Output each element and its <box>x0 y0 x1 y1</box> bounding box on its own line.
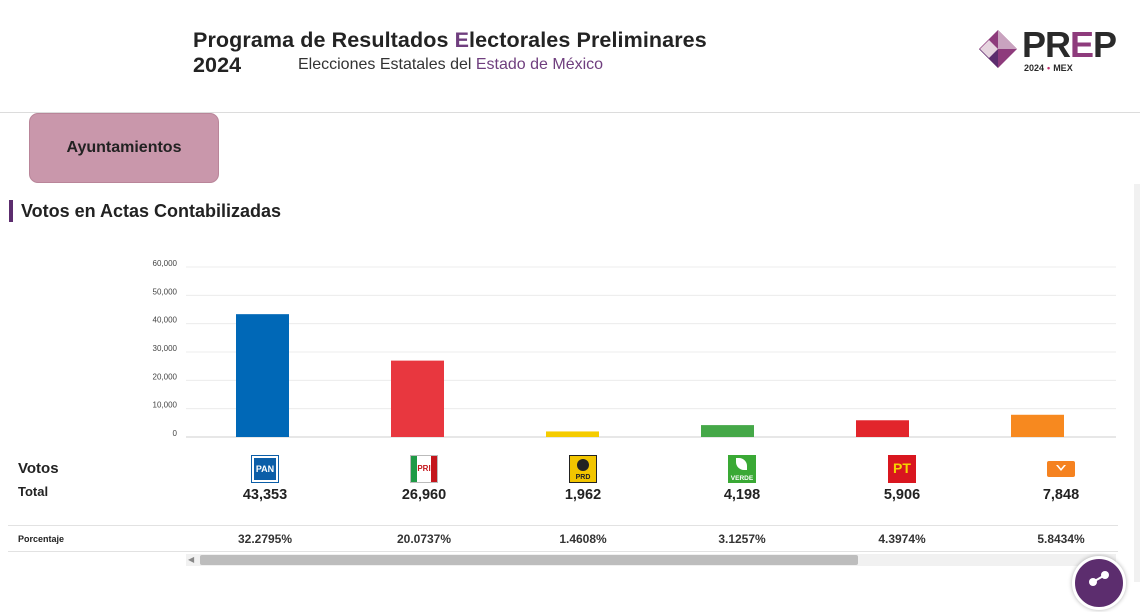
pt-votes: 5,906 <box>883 487 921 503</box>
party-column-prd: PRD 1,962 <box>523 455 643 503</box>
logo-word-part: PR <box>1022 24 1071 65</box>
pt-percent: 4.3974% <box>878 532 926 546</box>
y-tick-label: 30,000 <box>153 344 178 353</box>
row-divider <box>8 551 1118 552</box>
party-column-mc: 7,848 <box>1001 455 1121 503</box>
pan-logo-text: PAN <box>254 458 276 480</box>
prd-logo-text: PRD <box>575 474 591 481</box>
logo-word-accent: E <box>1070 24 1094 65</box>
bar-pt[interactable] <box>856 420 909 437</box>
pri-percent: 20.0737% <box>396 532 452 546</box>
pan-votes: 43,353 <box>242 487 288 503</box>
share-icon <box>1089 571 1109 586</box>
y-tick-label: 20,000 <box>153 372 178 381</box>
prep-diamond-icon <box>979 30 1017 68</box>
y-tick-label: 60,000 <box>153 259 178 268</box>
pvem-votes: 4,198 <box>723 487 761 503</box>
bar-mc[interactable] <box>1011 414 1064 437</box>
prd-percent: 1.4608% <box>559 532 607 546</box>
page-title: Programa de Resultados Electorales Preli… <box>193 28 753 78</box>
mc-logo-icon <box>1047 455 1075 483</box>
prd-logo-icon: PRD <box>569 455 597 483</box>
logo-dot: • <box>1047 63 1051 73</box>
subtitle-part: Elecciones Estatales del <box>298 56 476 73</box>
tab-ayuntamientos[interactable]: Ayuntamientos <box>29 113 219 183</box>
pvem-percent: 3.1257% <box>718 532 766 546</box>
share-button[interactable] <box>1072 556 1126 610</box>
row-divider <box>8 525 1118 526</box>
total-label: Total <box>18 484 49 499</box>
bar-prd[interactable] <box>546 431 599 437</box>
pvem-logo-text: VERDE <box>730 475 754 482</box>
bar-pvem[interactable] <box>701 425 754 437</box>
pt-logo-icon: PT <box>888 455 916 483</box>
y-tick-label: 10,000 <box>153 401 178 410</box>
pt-logo-text: PT <box>893 460 911 476</box>
pan-percent: 32.2795% <box>237 532 293 546</box>
title-accent-letter: E <box>454 28 470 52</box>
bar-pri[interactable] <box>391 360 444 437</box>
party-column-pvem: VERDE 4,198 <box>682 455 802 503</box>
mc-votes: 7,848 <box>1042 487 1080 503</box>
pvem-logo-icon: VERDE <box>728 455 756 483</box>
section-title: Votos en Actas Contabilizadas <box>9 200 281 222</box>
prep-logo-sub: 2024 • MEX <box>1024 63 1073 73</box>
y-tick-label: 50,000 <box>153 287 178 296</box>
prd-votes: 1,962 <box>564 487 602 503</box>
y-tick-label: 0 <box>173 429 178 438</box>
party-column-pt: PT 5,906 <box>842 455 962 503</box>
pan-logo-icon: PAN <box>251 455 279 483</box>
page-subtitle: Elecciones Estatales del Estado de Méxic… <box>298 56 718 74</box>
votes-bar-chart: 0 10,000 20,000 30,000 40,000 50,000 60,000 <box>153 259 1116 438</box>
pri-votes: 26,960 <box>401 487 447 503</box>
results-panel <box>0 184 1140 582</box>
logo-year: 2024 <box>1024 63 1045 73</box>
logo-word-part: P <box>1093 24 1117 65</box>
logo-state: MEX <box>1053 63 1073 73</box>
title-part: lectorales Preliminares 2024 <box>193 28 707 77</box>
scroll-left-arrow-icon[interactable]: ◀ <box>188 555 195 564</box>
party-column-pri: PRI 26,960 <box>364 455 484 503</box>
bar-pan[interactable] <box>236 314 289 437</box>
party-column-pan: PAN 43,353 <box>205 455 325 503</box>
prep-logo[interactable]: PREP 2024 • MEX <box>977 26 1122 76</box>
horizontal-scrollbar[interactable]: ◀ <box>186 554 1116 566</box>
y-tick-label: 40,000 <box>153 316 178 325</box>
pri-logo-text: PRI <box>417 456 431 482</box>
title-part: Programa de Resultados <box>193 28 455 52</box>
subtitle-accent: Estado de México <box>475 56 604 73</box>
pri-logo-icon: PRI <box>410 455 438 483</box>
votos-label: Votos <box>18 460 59 477</box>
mc-percent: 5.8434% <box>1037 532 1085 546</box>
prep-logo-word: PREP <box>1022 24 1117 65</box>
scroll-thumb[interactable] <box>200 555 858 565</box>
porcentaje-label: Porcentaje <box>18 534 65 544</box>
page-header: Programa de Resultados Electorales Preli… <box>0 0 1140 113</box>
